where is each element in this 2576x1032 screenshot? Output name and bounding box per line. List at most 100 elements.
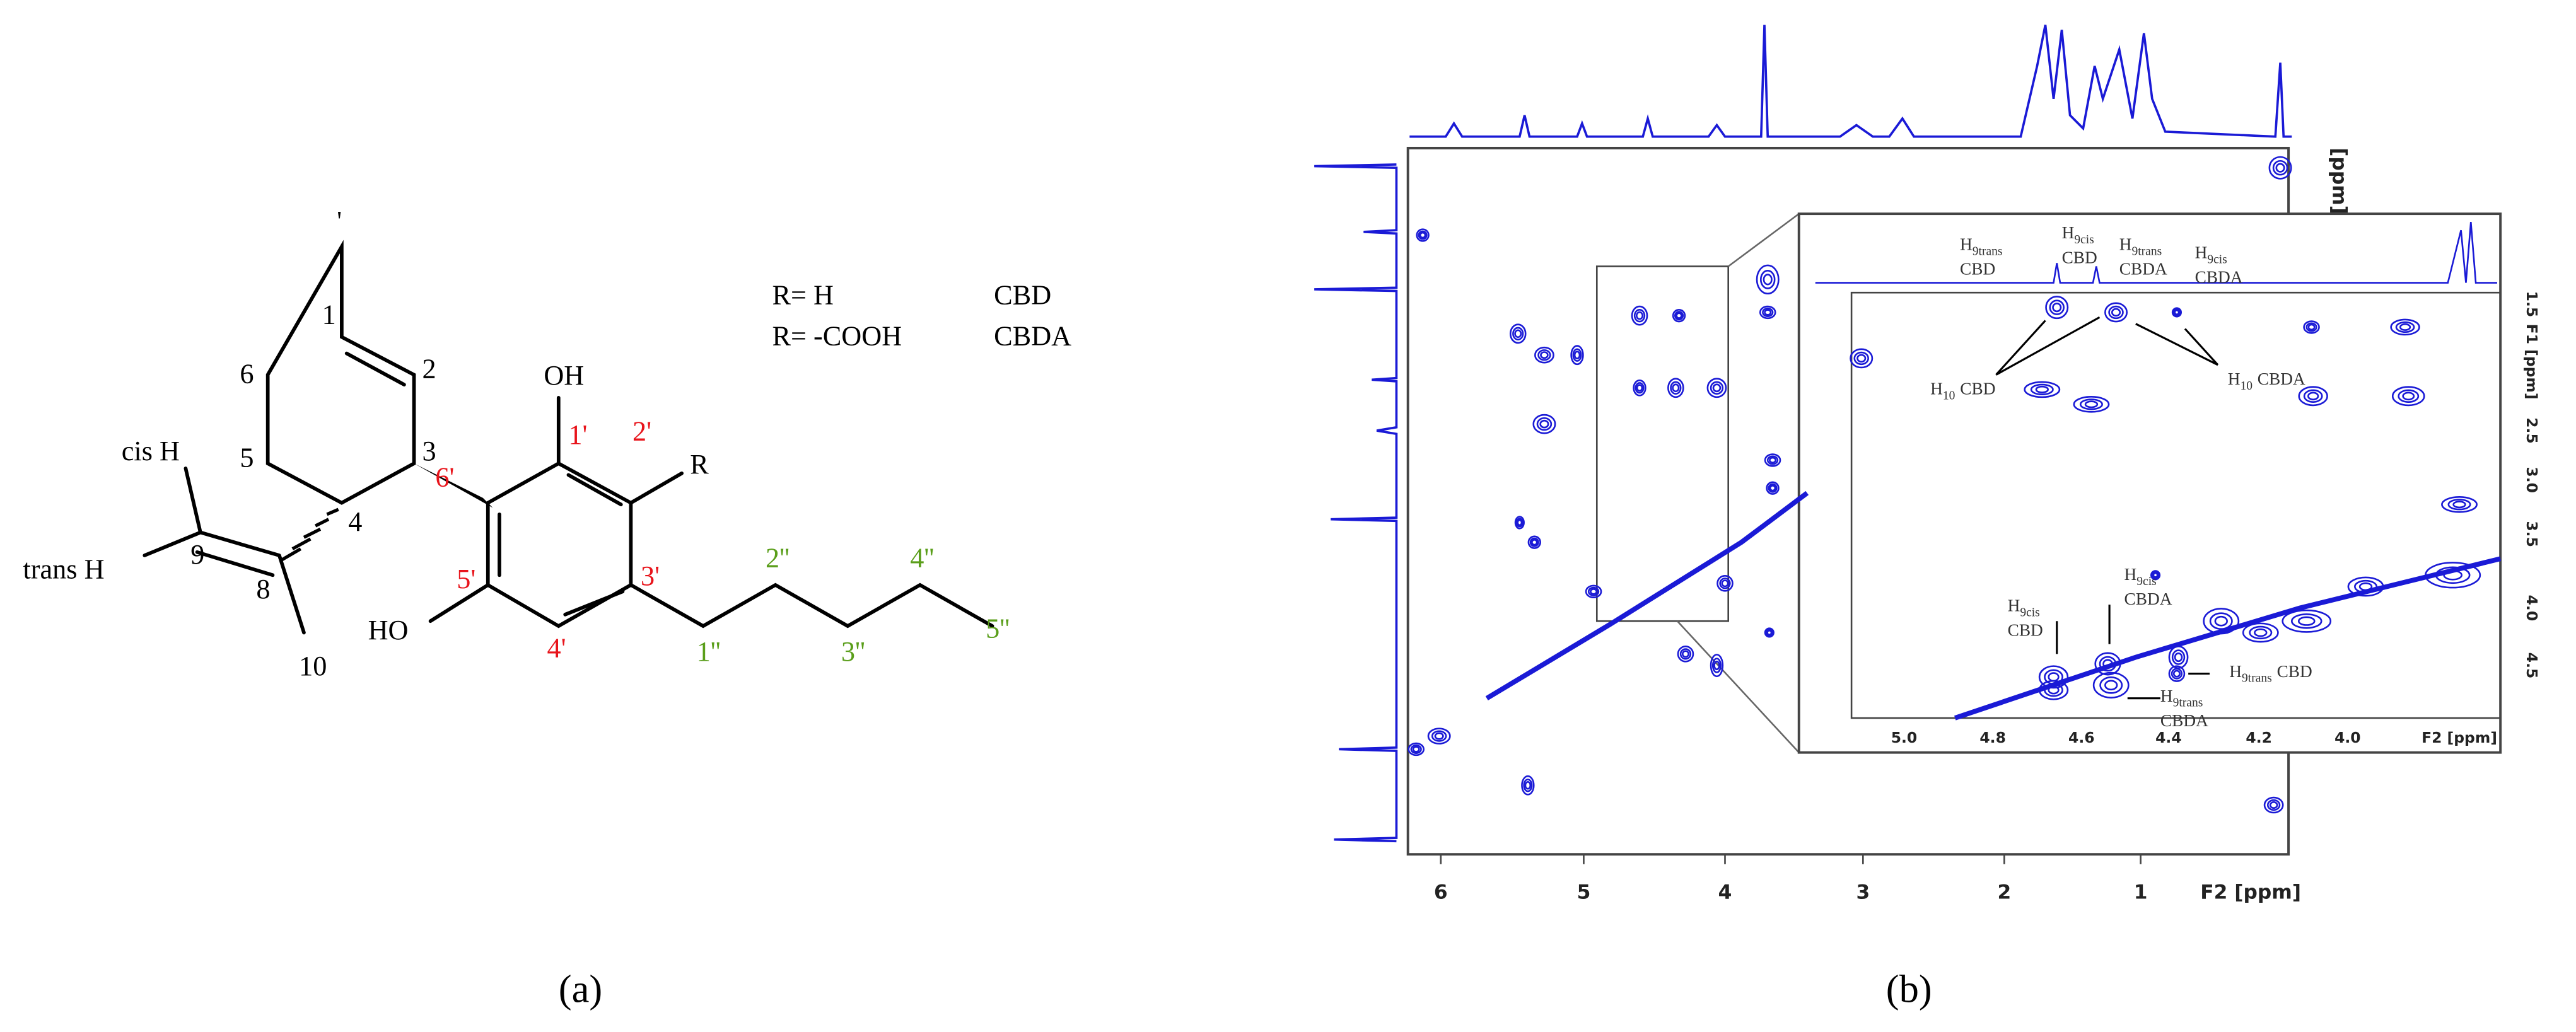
- contour: [1521, 775, 1535, 796]
- inset-x-axis-label: F2 [ppm]: [2422, 729, 2497, 746]
- contour: [2268, 156, 2292, 180]
- atom-label: cis H: [122, 436, 180, 467]
- structure-bonds: [143, 240, 994, 635]
- inset-x-tick-label: 4.8: [1979, 729, 2006, 746]
- contour: [1766, 630, 1773, 635]
- contour: [1756, 264, 1780, 295]
- contour: [2111, 308, 2121, 317]
- contour: [2038, 680, 2069, 700]
- annotation-sub: 9trans: [2242, 672, 2272, 685]
- contour: [2209, 612, 2233, 630]
- contour: [2172, 670, 2181, 678]
- contour: [1763, 274, 1773, 286]
- contour: [1635, 382, 1645, 394]
- contour: [2094, 652, 2121, 676]
- wedge-bond: [414, 463, 493, 508]
- contour: [2079, 398, 2103, 410]
- inset-x-tick-label: 4.6: [2068, 729, 2095, 746]
- contour: [2049, 299, 2065, 315]
- contour: [2038, 665, 2069, 689]
- contour: [1711, 658, 1722, 673]
- contour: [1427, 728, 1451, 745]
- contour: [2214, 615, 2228, 627]
- contour: [2168, 665, 2186, 682]
- inset-y-tick-label: 4.5: [2523, 652, 2541, 679]
- top-trace: [1409, 25, 2292, 138]
- chain-label: 5'': [986, 613, 1010, 644]
- contour: [1590, 588, 1598, 595]
- contour: [2290, 613, 2322, 629]
- contour: [1517, 519, 1523, 526]
- contour: [2398, 389, 2420, 403]
- contour: [2024, 381, 2061, 398]
- contour: [2171, 649, 2186, 665]
- annotation-name: CBDA: [2124, 589, 2172, 608]
- contour: [2272, 159, 2288, 176]
- annotation: H9trans CBDA: [2160, 687, 2208, 730]
- inset-y-tick-label: 2.5: [2523, 417, 2541, 444]
- contour: [1710, 381, 1724, 395]
- x-tick-label: 1: [2134, 881, 2148, 904]
- legend-formula: R= -COOH: [772, 321, 902, 352]
- contour: [2358, 582, 2373, 591]
- annotation: H9trans CBD: [1960, 235, 2002, 278]
- contour: [2298, 386, 2328, 407]
- x-tick-label: 3: [1856, 881, 1870, 904]
- contour: [2052, 303, 2062, 313]
- contour: [2390, 318, 2420, 336]
- contour: [1540, 351, 1549, 359]
- contour: [1633, 380, 1646, 397]
- contour: [1431, 730, 1447, 742]
- zoom-box: [1595, 265, 1730, 622]
- contour: [1407, 742, 1425, 757]
- annotation-sub: 10: [2240, 380, 2253, 393]
- atom-label: OH: [544, 360, 584, 391]
- contour: [1509, 323, 1527, 344]
- annotation-name: CBDA: [2258, 369, 2305, 388]
- contour: [1418, 230, 1428, 240]
- contour: [1412, 746, 1420, 753]
- annotation-h: H: [2008, 596, 2020, 615]
- contour: [2282, 609, 2332, 633]
- contour: [2452, 501, 2466, 509]
- annotation-sub: 9cis: [2020, 606, 2039, 619]
- ring-b: [486, 461, 633, 629]
- contour: [1674, 311, 1684, 321]
- annotation-name: CBD: [2277, 662, 2312, 681]
- left-trace: [1314, 163, 1398, 843]
- annotation-sub: 9trans: [2173, 697, 2203, 710]
- contour: [1515, 518, 1524, 528]
- contour: [1531, 538, 1538, 546]
- contour: [1716, 575, 1734, 592]
- chain-label: 3'': [841, 636, 865, 667]
- contour: [2254, 628, 2268, 637]
- contour: [2443, 569, 2462, 581]
- contour: [2092, 671, 2130, 699]
- annotation-sub: 9cis: [2074, 233, 2094, 246]
- annotation-name: CBDA: [2119, 260, 2167, 279]
- atom-label: 10: [299, 651, 327, 681]
- annotation-h: H: [2062, 223, 2075, 242]
- double-bond: [344, 351, 406, 386]
- aromatic-label: 6': [435, 462, 454, 493]
- contour: [2099, 676, 2123, 694]
- contour: [1768, 483, 1778, 493]
- contour: [2030, 383, 2054, 396]
- annotation-name: CBDA: [2160, 711, 2208, 730]
- contour: [2303, 320, 2320, 334]
- contour: [1534, 346, 1554, 364]
- contour: [1679, 648, 1692, 660]
- annotation-h: H: [2228, 369, 2241, 388]
- contour: [1721, 579, 1729, 588]
- aromatic-label: 3': [641, 560, 660, 591]
- inset-y-tick-label: 4.0: [2523, 595, 2541, 622]
- contour: [1636, 311, 1644, 320]
- aromatic-label: 2': [632, 416, 651, 447]
- main-diagonal: [1485, 490, 1809, 701]
- contour: [1667, 378, 1684, 398]
- x-tick-label: 5: [1577, 881, 1591, 904]
- contour: [1856, 354, 1867, 363]
- contour: [2307, 391, 2319, 401]
- contour: [1765, 629, 1773, 637]
- contour: [1712, 383, 1722, 393]
